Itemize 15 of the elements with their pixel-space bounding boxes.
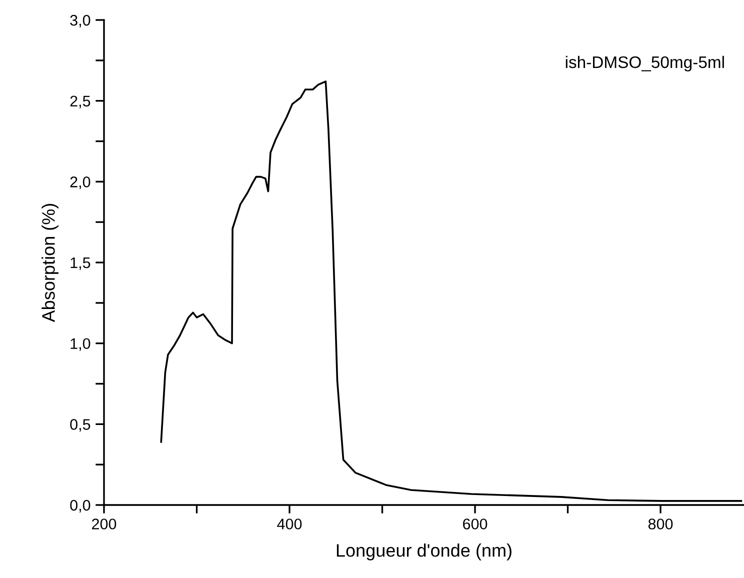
y-tick-label: 0,0: [70, 500, 90, 512]
x-axis-title: Longueur d'onde (nm): [336, 544, 512, 560]
x-tick-label: 400: [277, 518, 302, 530]
y-tick-label: 1,0: [70, 338, 90, 351]
y-tick-label: 3,0: [70, 14, 90, 28]
y-tick-label: 0,5: [70, 419, 90, 432]
y-tick-label: 2,0: [70, 176, 90, 190]
y-axis-title: Absorption (%): [42, 204, 58, 322]
line-series: [160, 80, 742, 502]
x-tick-label: 600: [463, 518, 488, 530]
y-tick-label: 1,5: [70, 258, 90, 270]
x-tick-label: 800: [648, 518, 673, 530]
y-tick-label: 2,5: [70, 96, 90, 108]
x-tick-label: 200: [92, 518, 116, 530]
annotation: ish-DMSO_50mg-5ml: [566, 56, 724, 72]
